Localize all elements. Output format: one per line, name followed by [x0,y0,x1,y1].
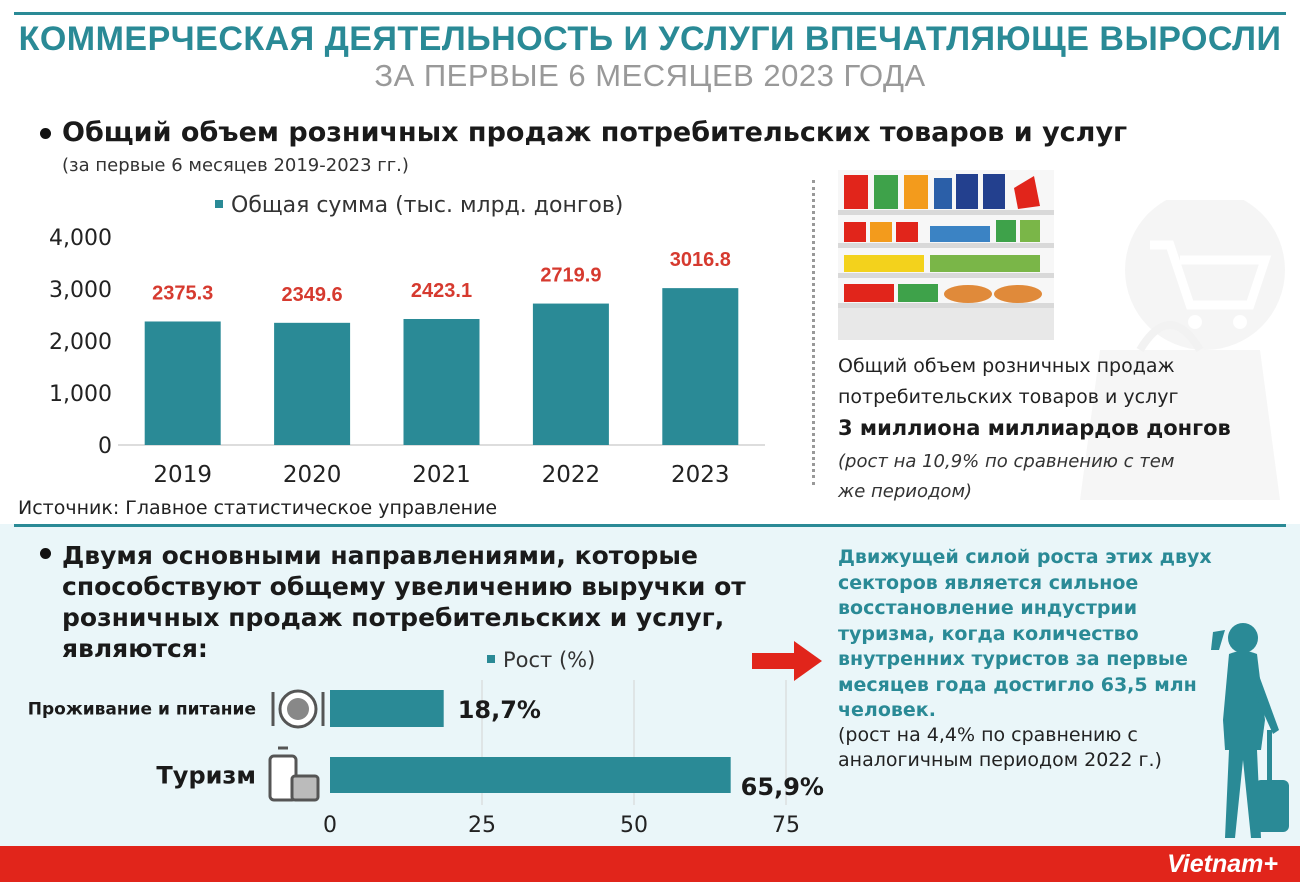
source-note: Источник: Главное статистическое управле… [18,497,498,519]
tourism-growth-text: (рост на 4,4% по сравнению с аналогичным… [838,724,1162,771]
x-tick-label: 2021 [412,462,471,488]
x-tick-label: 2019 [153,462,212,488]
store-shelf-icon [838,170,1054,340]
hbar-value-label: 18,7% [458,696,541,724]
hbar-category-label: Туризм [156,761,256,789]
y-tick-label: 3,000 [49,278,112,303]
summary-growth-line-2: же периодом) [838,481,973,502]
bar-value-label: 2719.9 [540,265,601,287]
divider [812,180,815,485]
summary-highlight: 3 миллиона миллиардов донгов [838,416,1231,440]
brand-logo: Vietnam+ [1167,850,1278,878]
section1-subheading: (за первые 6 месяцев 2019-2023 гг.) [62,155,409,176]
retail-sales-bar-chart: 0 1,000 2,000 3,000 4,000 2375.3 2019 2349.6 202… [49,226,765,488]
page-subtitle: ЗА ПЕРВЫЕ 6 МЕСЯЦЕВ 2023 ГОДА [374,58,926,93]
bar [532,303,609,445]
x-tick-label: 2020 [283,462,342,488]
section1-heading: Общий объем розничных продаж потребитель… [62,117,1128,148]
bar [403,318,480,445]
legend-swatch [215,200,223,208]
bar-value-label: 2349.6 [282,284,343,306]
page-title: КОММЕРЧЕСКАЯ ДЕЯТЕЛЬНОСТЬ И УСЛУГИ ВПЕЧА… [18,20,1282,58]
bar [662,288,739,445]
bar-value-label: 3016.8 [670,249,731,271]
shopping-cart-icon [1080,200,1285,500]
bar [274,322,351,445]
hbar-category-label: Проживание и питание [28,699,256,719]
hbar [330,757,731,793]
bullet-icon [40,548,51,559]
bar-value-label: 2375.3 [152,282,213,304]
section-rule [14,524,1286,527]
bullet-icon [40,128,51,139]
growth-hbar-chart: 0 25 50 75 18,7% Проживание и питание 65,9% Тур… [28,680,824,838]
x-tick-label: 2022 [542,462,601,488]
dining-plate-icon [271,689,325,729]
hbar-value-label: 65,9% [741,773,824,801]
y-tick-label: 0 [98,434,112,459]
x-tick-label: 75 [772,813,800,838]
y-tick-label: 2,000 [49,330,112,355]
x-tick-label: 25 [468,813,496,838]
luggage-icon [268,746,320,802]
summary-growth-line-1: (рост на 10,9% по сравнению с тем [838,451,1175,472]
arrow-right-icon [752,641,822,681]
tourism-driver-text: Движущей силой роста этих двух секторов … [838,546,1212,721]
bar-value-label: 2423.1 [411,280,472,302]
legend-swatch [487,655,495,663]
y-tick-label: 4,000 [49,226,112,251]
summary-line-1: Общий объем розничных продаж [838,355,1175,377]
hbar [330,690,444,727]
section2-heading: Двумя основными направлениями, которые с… [62,541,746,663]
legend-label: Рост (%) [503,648,596,672]
top-rule [14,12,1286,15]
footer-bar: Vietnam+ [0,846,1300,882]
bar-chart-legend: Общая сумма (тыс. млрд. донгов) [215,193,623,218]
bar [144,321,221,445]
x-tick-label: 50 [620,813,648,838]
y-tick-label: 1,000 [49,382,112,407]
x-tick-label: 0 [323,813,337,838]
x-tick-label: 2023 [671,462,730,488]
summary-line-2: потребительских товаров и услуг [838,386,1179,408]
hbar-chart-legend: Рост (%) [487,648,595,672]
legend-label: Общая сумма (тыс. млрд. донгов) [231,193,624,218]
traveler-icon [1211,623,1289,838]
